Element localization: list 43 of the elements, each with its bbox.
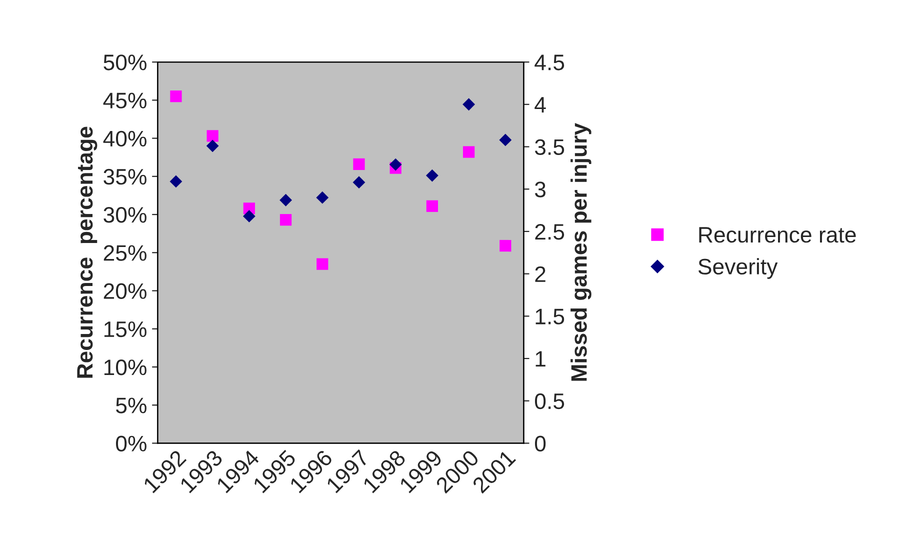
y-tick-label: 5% [116, 398, 146, 414]
y2-tick-label: 4.5 [534, 54, 564, 70]
y-tick-label: 30% [104, 207, 146, 223]
point [316, 191, 329, 204]
point [280, 214, 292, 226]
y2-tick-label: 1.5 [536, 308, 564, 324]
y2-tick-label: 2 [535, 266, 546, 282]
y-tick-label: 20% [104, 283, 146, 300]
y2-tick-label: 1 [536, 351, 546, 367]
point [426, 200, 438, 212]
y2-tick-label: 3 [534, 182, 546, 198]
y2-axis-title: Missed games per injury [570, 123, 592, 381]
point [206, 140, 219, 152]
y-axis-title: Recurrence percentage [77, 126, 98, 378]
point [500, 240, 512, 252]
point [352, 176, 366, 189]
y2-tick-label: 4 [534, 97, 546, 112]
point [280, 194, 292, 206]
y2-tick-label: 0 [534, 436, 546, 452]
point [206, 130, 218, 142]
y-tick-label: 25% [104, 245, 146, 261]
point [389, 158, 402, 171]
y-tick-label: 10% [104, 360, 146, 376]
y-tick-label: 45% [103, 92, 146, 108]
point [316, 258, 328, 270]
y2-tick-label: 2.5 [535, 224, 564, 240]
legend-label: Recurrence rate [699, 227, 856, 243]
point [426, 169, 438, 182]
point [353, 158, 365, 170]
point [170, 90, 182, 102]
y-tick-label: 50% [104, 54, 146, 70]
y-tick-label: 40% [103, 130, 146, 147]
legend-label: Severity [698, 258, 778, 279]
point [462, 98, 475, 111]
y2-tick-label: 0.5 [534, 393, 564, 410]
point [170, 175, 182, 188]
y-tick-label: 15% [104, 321, 146, 338]
y-tick-label: 0% [116, 436, 146, 452]
point [242, 210, 256, 222]
y2-tick-label: 3.5 [534, 139, 564, 156]
point [462, 146, 475, 158]
point [499, 134, 512, 146]
y-tick-label: 35% [104, 168, 146, 185]
